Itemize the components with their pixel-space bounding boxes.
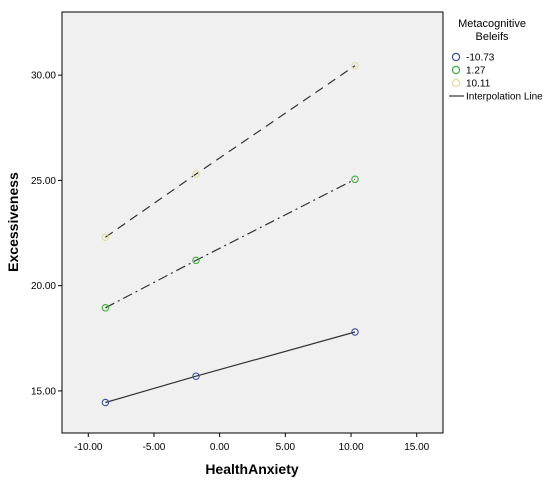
legend: Metacognitive Beleifs -10.73 1.27 10.11 Inte… xyxy=(449,18,543,103)
legend-marker-0 xyxy=(451,52,461,62)
series-line-2 xyxy=(105,65,356,238)
x-tick-label: 15.00 xyxy=(404,442,429,453)
legend-label-2: 10.11 xyxy=(466,79,491,90)
x-tick-label: 10.00 xyxy=(339,442,364,453)
y-axis: 15.00 20.00 25.00 30.00 xyxy=(31,71,62,397)
x-tick-label: 5.00 xyxy=(276,442,296,453)
data-point-s1-2 xyxy=(351,175,359,184)
series-line-0 xyxy=(105,331,356,404)
data-point-s2-2 xyxy=(351,61,359,70)
data-point-s2-0 xyxy=(101,233,110,241)
data-point-s0-0 xyxy=(101,398,110,407)
data-point-s0-1 xyxy=(192,372,200,380)
series-lines xyxy=(105,65,356,404)
data-point-s0-2 xyxy=(351,328,359,336)
plot-area xyxy=(61,11,444,434)
data-point-s1-0 xyxy=(101,304,110,312)
x-tick-label: -5.00 xyxy=(143,442,166,453)
legend-interpolation-label: Interpolation Line xyxy=(466,92,543,103)
y-axis-title: Excessiveness xyxy=(5,172,21,272)
data-point-s2-1 xyxy=(192,170,200,178)
x-axis-title: HealthAnxiety xyxy=(205,461,299,477)
x-tick-label: -10.00 xyxy=(74,442,103,453)
y-tick-label: 20.00 xyxy=(31,281,56,292)
legend-title: Metacognitive Beleifs xyxy=(458,18,526,43)
x-axis: -10.00 -5.00 0.00 5.00 10.00 15.00 xyxy=(74,433,430,453)
y-tick-label: 25.00 xyxy=(31,176,56,187)
legend-marker-2 xyxy=(451,78,461,88)
legend-label-1: 1.27 xyxy=(466,66,486,77)
y-tick-label: 15.00 xyxy=(31,386,56,397)
series-line-1 xyxy=(105,178,356,309)
data-point-s1-1 xyxy=(192,256,200,265)
legend-label-0: -10.73 xyxy=(466,53,495,64)
y-tick-label: 30.00 xyxy=(31,71,56,82)
series-points xyxy=(101,61,359,407)
x-tick-label: 0.00 xyxy=(210,442,230,453)
legend-marker-1 xyxy=(451,65,461,75)
